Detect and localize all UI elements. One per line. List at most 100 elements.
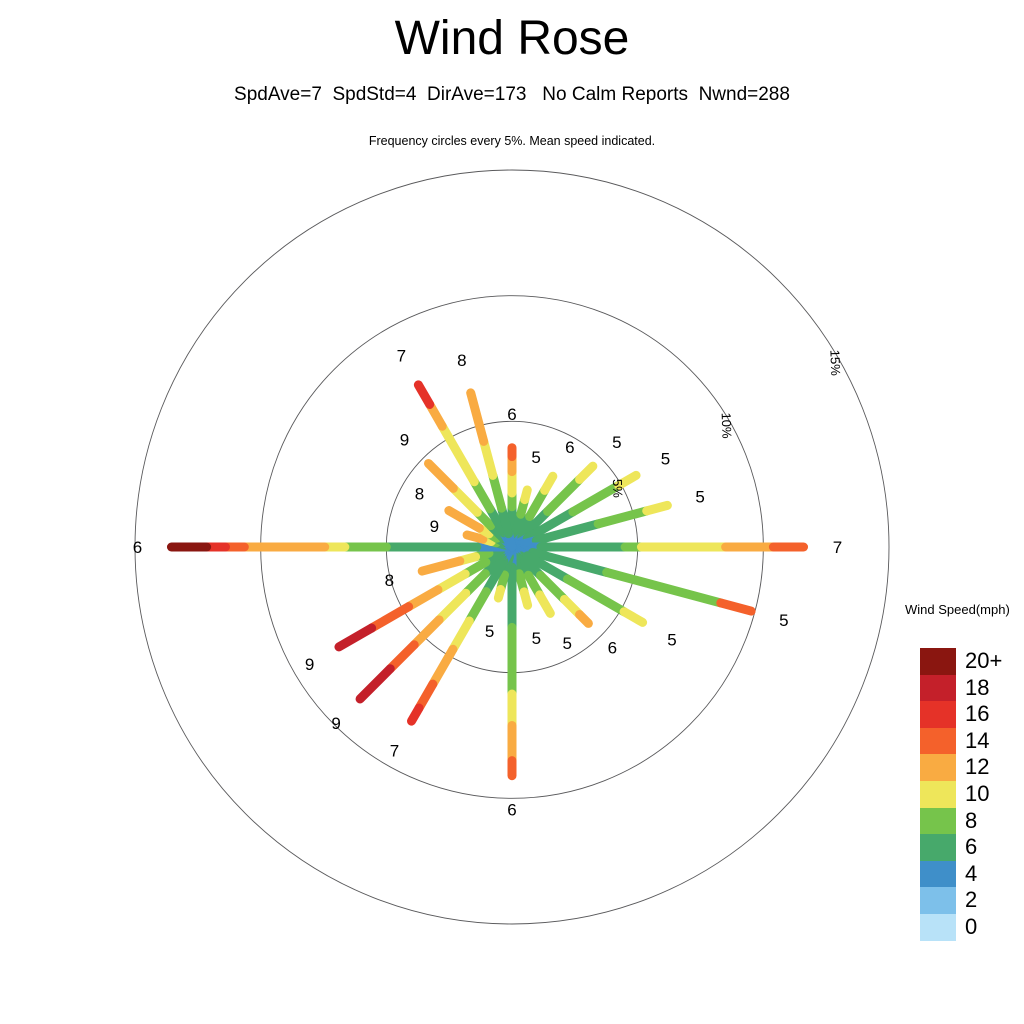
petal-segment: [568, 480, 624, 517]
legend-color-chip: [920, 860, 956, 888]
petal-segment: [522, 507, 578, 543]
legend-color-chip: [920, 913, 956, 941]
ring-labels: 5% 10% 15%: [610, 349, 843, 498]
petal-group: [166, 380, 809, 781]
petal-segment: [385, 640, 419, 674]
legend-label: 18: [965, 674, 990, 700]
petal-segment: [493, 584, 506, 603]
petal-segment: [469, 477, 495, 514]
petal-segment: [593, 506, 652, 529]
petal-mean-speed-label: 6: [133, 538, 142, 557]
petal-segment: [464, 587, 491, 626]
petal-segment: [517, 506, 553, 542]
petal-segment: [406, 703, 424, 726]
petal-segment: [535, 570, 569, 604]
legend-label: 16: [965, 701, 990, 727]
ring-label: 10%: [719, 412, 735, 439]
legend-label: 2: [965, 887, 978, 913]
legend-title: Wind Speed(mph): [905, 602, 1010, 617]
petal-segment: [414, 679, 438, 713]
petal-mean-speed-label: 6: [507, 405, 516, 424]
petal-segment: [619, 607, 648, 627]
legend-color-chip: [920, 807, 956, 835]
petal-segment: [437, 421, 479, 487]
page-title: Wind Rose: [394, 12, 630, 65]
legend-color-chip: [920, 754, 956, 781]
petal-segment: [716, 598, 756, 616]
petal-segment: [409, 615, 444, 650]
petal-segment: [448, 483, 482, 517]
petal-segment: [448, 616, 474, 654]
petal-mean-speed-label: 9: [331, 714, 340, 733]
petal-segment: [614, 470, 641, 490]
petal-segment: [334, 623, 377, 652]
petal-mean-speed-label: 5: [531, 448, 540, 467]
petal-segment: [522, 551, 573, 584]
frequency-note: Frequency circles every 5%. Mean speed i…: [368, 134, 656, 148]
legend-row: 16: [920, 701, 1009, 728]
petal-segment: [404, 585, 443, 612]
petal-segment: [575, 610, 593, 628]
petal-mean-speed-label: 5: [612, 433, 621, 452]
legend-label: 10: [965, 780, 990, 806]
petal-mean-speed-label: 9: [400, 430, 409, 449]
petal-segment: [462, 530, 488, 544]
petal-mean-speed-label: 9: [305, 655, 314, 674]
legend-row: 18: [920, 674, 1009, 702]
legend-row: 20+: [920, 648, 1009, 675]
legend-row: 8: [920, 807, 1009, 835]
stats-subtitle: SpdAve=7 SpdStd=4 DirAve=173 No Calm Rep…: [234, 84, 790, 105]
petal-segment: [563, 574, 629, 617]
petal-mean-speed-label: 8: [385, 571, 394, 590]
petal-segment: [543, 474, 585, 516]
legend-label: 6: [965, 834, 978, 860]
petal-mean-speed-label: 8: [457, 351, 466, 370]
petal-segment: [423, 458, 458, 493]
petal-mean-speed-label: 6: [507, 801, 516, 820]
legend-row: 14: [920, 727, 1009, 755]
legend-label: 12: [965, 754, 990, 780]
petal-segment: [417, 556, 465, 576]
petal-mean-speed-label: 5: [695, 488, 704, 507]
legend-color-chip: [920, 727, 956, 755]
petal-segment: [519, 587, 533, 610]
petal-segment: [413, 380, 435, 409]
petal-mean-speed-label: 5: [563, 634, 572, 653]
petal-segment: [602, 567, 726, 608]
legend-label: 4: [965, 860, 978, 886]
legend-row: 0: [920, 913, 1009, 941]
legend-color-chip: [920, 887, 956, 914]
petal-mean-speed-label: 7: [833, 538, 842, 557]
petal-segment: [434, 588, 471, 625]
legend-color-chip: [920, 701, 956, 728]
petal-mean-speed-label: 8: [415, 485, 424, 504]
petal-mean-speed-label: 5: [661, 449, 670, 468]
legend-color-chip: [920, 780, 956, 808]
petal-segment: [355, 664, 395, 704]
ring-label: 15%: [827, 349, 843, 376]
petal-mean-speed-label: 5: [532, 629, 541, 648]
legend-row: 10: [920, 780, 1009, 808]
frequency-ring: [134, 169, 890, 925]
petal-mean-speed-label: 5: [485, 622, 494, 641]
petal-mean-speed-label: 7: [390, 742, 399, 761]
legend-label: 20+: [965, 648, 1003, 673]
legend-row: 4: [920, 860, 1009, 888]
petal-segment: [481, 556, 509, 597]
petal-segment: [528, 548, 612, 577]
petal-mean-speed-label: 9: [430, 517, 439, 536]
legend-row: 12: [920, 754, 1009, 781]
petal-segment: [525, 485, 550, 522]
legend-color-chip: [920, 648, 956, 675]
petal-segment: [520, 485, 532, 505]
legend-row: 2: [920, 887, 1009, 914]
petal-mean-speed-label: 6: [565, 438, 574, 457]
petal-segment: [444, 506, 484, 533]
legend-color-chip: [920, 674, 956, 702]
petal-segment: [485, 504, 509, 538]
legend-row: 6: [920, 834, 1009, 861]
petal-segment: [367, 602, 414, 633]
